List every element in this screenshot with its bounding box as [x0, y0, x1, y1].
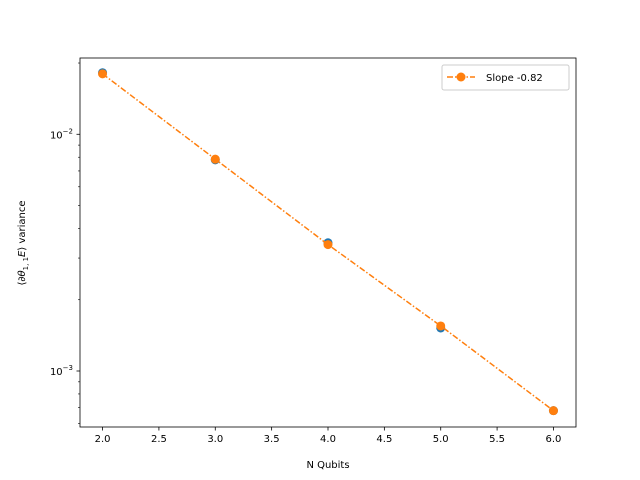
- y-tick-label: 10−3: [50, 364, 73, 378]
- legend: Slope -0.82: [441, 64, 570, 91]
- series-layer: [98, 68, 558, 416]
- x-tick-label: 3.5: [264, 434, 280, 445]
- x-tick-label: 5.5: [489, 434, 505, 445]
- x-tick-label: 4.5: [376, 434, 392, 445]
- y-label-close: ⟩ variance: [17, 200, 28, 250]
- y-label-subscript: 1, 1: [22, 257, 30, 270]
- x-tick-label: 2.5: [151, 434, 167, 445]
- y-tick-label: 10−2: [50, 127, 73, 141]
- series-1-line: [102, 73, 554, 412]
- x-tick-label: 4.0: [320, 434, 336, 445]
- y-label-e: E: [17, 250, 28, 257]
- x-tick-label: 3.0: [207, 434, 223, 445]
- series-1-point: [210, 154, 220, 164]
- y-axis-label: ⟨∂θ1, 1E⟩ variance: [17, 200, 30, 285]
- legend-label: Slope -0.82: [486, 73, 543, 84]
- y-label-theta: θ: [17, 270, 28, 276]
- series-1-point: [548, 406, 558, 416]
- series-1-point: [323, 240, 333, 250]
- ticks-layer: 2.0 2.5 3.0 3.5 4.0 4.5 5.0 5.5 6.0 10−3 10−2: [50, 62, 562, 445]
- legend-marker: [456, 72, 466, 82]
- series-1-point: [436, 321, 446, 331]
- x-axis-label: N Qubits: [306, 460, 349, 471]
- y-label-open: ⟨∂: [17, 276, 28, 285]
- x-tick-label: 2.0: [95, 434, 111, 445]
- series-1-point: [98, 69, 108, 79]
- x-tick-label: 5.0: [433, 434, 449, 445]
- legend-box: [441, 64, 570, 91]
- plot-frame: [79, 57, 577, 428]
- x-tick-label: 6.0: [546, 434, 562, 445]
